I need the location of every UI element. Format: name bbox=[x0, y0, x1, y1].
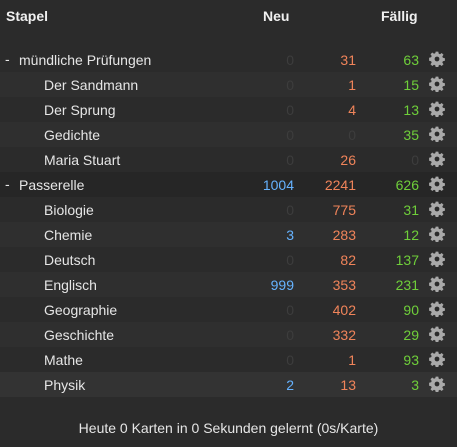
deck-name[interactable]: Physik bbox=[44, 377, 86, 393]
new-count: 3 bbox=[286, 227, 294, 243]
due-count: 626 bbox=[395, 177, 419, 193]
deck-column-header: Stapel bbox=[6, 8, 49, 24]
due-count: 137 bbox=[395, 252, 419, 268]
deck-name[interactable]: Deutsch bbox=[44, 252, 96, 268]
deck-row[interactable]: Der Sandmann 0 1 15 bbox=[0, 72, 457, 97]
due-count: 63 bbox=[403, 52, 419, 68]
study-summary: Heute 0 Karten in 0 Sekunden gelernt (0s… bbox=[78, 420, 379, 436]
due-count: 231 bbox=[395, 277, 419, 293]
review-count: 82 bbox=[340, 252, 356, 268]
collapse-toggle[interactable]: - bbox=[5, 176, 10, 192]
deck-row[interactable]: Physik 2 13 3 bbox=[0, 372, 457, 397]
review-count: 0 bbox=[348, 127, 356, 143]
review-count: 402 bbox=[332, 302, 356, 318]
deck-list-header: Stapel Neu Fällig bbox=[0, 0, 457, 34]
new-count: 2 bbox=[286, 377, 294, 393]
deck-name[interactable]: Maria Stuart bbox=[44, 152, 121, 168]
review-count: 31 bbox=[340, 52, 356, 68]
gear-icon[interactable] bbox=[429, 351, 445, 368]
new-count: 0 bbox=[286, 77, 294, 93]
new-count: 999 bbox=[270, 277, 294, 293]
deck-row-parent[interactable]: - mündliche Prüfungen 0 31 63 bbox=[0, 47, 457, 72]
deck-name[interactable]: Mathe bbox=[44, 352, 83, 368]
new-count: 0 bbox=[286, 352, 294, 368]
deck-row-parent[interactable]: - Passerelle 1004 2241 626 bbox=[0, 172, 457, 197]
gear-icon[interactable] bbox=[429, 226, 445, 243]
due-column-header: Fällig bbox=[381, 8, 418, 24]
gear-icon[interactable] bbox=[429, 251, 445, 268]
due-count: 3 bbox=[411, 377, 419, 393]
deck-list: - mündliche Prüfungen 0 31 63 Der Sandmann 0 1 1… bbox=[0, 47, 457, 397]
due-count: 31 bbox=[403, 202, 419, 218]
deck-row[interactable]: Geographie 0 402 90 bbox=[0, 297, 457, 322]
gear-icon[interactable] bbox=[429, 126, 445, 143]
new-count: 0 bbox=[286, 202, 294, 218]
deck-name[interactable]: mündliche Prüfungen bbox=[19, 52, 152, 68]
due-count: 35 bbox=[403, 127, 419, 143]
gear-icon[interactable] bbox=[429, 326, 445, 343]
deck-row[interactable]: Chemie 3 283 12 bbox=[0, 222, 457, 247]
review-count: 1 bbox=[348, 352, 356, 368]
gear-icon[interactable] bbox=[429, 301, 445, 318]
new-count: 1004 bbox=[262, 177, 294, 193]
deck-name[interactable]: Der Sandmann bbox=[44, 77, 139, 93]
gear-icon[interactable] bbox=[429, 201, 445, 218]
deck-name[interactable]: Gedichte bbox=[44, 127, 101, 143]
new-count: 0 bbox=[286, 252, 294, 268]
new-count: 0 bbox=[286, 327, 294, 343]
new-count: 0 bbox=[286, 127, 294, 143]
gear-icon[interactable] bbox=[429, 51, 445, 68]
due-count: 0 bbox=[411, 152, 419, 168]
review-count: 353 bbox=[332, 277, 356, 293]
review-count: 1 bbox=[348, 77, 356, 93]
deck-name[interactable]: Englisch bbox=[44, 277, 97, 293]
due-count: 12 bbox=[403, 227, 419, 243]
review-count: 775 bbox=[332, 202, 356, 218]
gear-icon[interactable] bbox=[429, 101, 445, 118]
due-count: 29 bbox=[403, 327, 419, 343]
deck-name[interactable]: Geschichte bbox=[44, 327, 115, 343]
gear-icon[interactable] bbox=[429, 176, 445, 193]
deck-name[interactable]: Passerelle bbox=[19, 177, 85, 193]
review-count: 26 bbox=[340, 152, 356, 168]
gear-icon[interactable] bbox=[429, 276, 445, 293]
collapse-toggle[interactable]: - bbox=[5, 51, 10, 67]
deck-row[interactable]: Mathe 0 1 93 bbox=[0, 347, 457, 372]
new-column-header: Neu bbox=[263, 8, 290, 24]
deck-row[interactable]: Geschichte 0 332 29 bbox=[0, 322, 457, 347]
review-count: 283 bbox=[332, 227, 356, 243]
review-count: 4 bbox=[348, 102, 356, 118]
new-count: 0 bbox=[286, 52, 294, 68]
deck-row[interactable]: Gedichte 0 0 35 bbox=[0, 122, 457, 147]
review-count: 332 bbox=[332, 327, 356, 343]
deck-name[interactable]: Geographie bbox=[44, 302, 118, 318]
review-count: 13 bbox=[340, 377, 356, 393]
deck-row[interactable]: Maria Stuart 0 26 0 bbox=[0, 147, 457, 172]
deck-row[interactable]: Englisch 999 353 231 bbox=[0, 272, 457, 297]
gear-icon[interactable] bbox=[429, 151, 445, 168]
gear-icon[interactable] bbox=[429, 76, 445, 93]
new-count: 0 bbox=[286, 152, 294, 168]
deck-name[interactable]: Chemie bbox=[44, 227, 93, 243]
deck-row[interactable]: Deutsch 0 82 137 bbox=[0, 247, 457, 272]
deck-row[interactable]: Der Sprung 0 4 13 bbox=[0, 97, 457, 122]
new-count: 0 bbox=[286, 302, 294, 318]
due-count: 13 bbox=[403, 102, 419, 118]
due-count: 90 bbox=[403, 302, 419, 318]
new-count: 0 bbox=[286, 102, 294, 118]
due-count: 93 bbox=[403, 352, 419, 368]
deck-name[interactable]: Der Sprung bbox=[44, 102, 116, 118]
deck-name[interactable]: Biologie bbox=[44, 202, 94, 218]
deck-row[interactable]: Biologie 0 775 31 bbox=[0, 197, 457, 222]
due-count: 15 bbox=[403, 77, 419, 93]
review-count: 2241 bbox=[324, 177, 356, 193]
gear-icon[interactable] bbox=[429, 376, 445, 393]
